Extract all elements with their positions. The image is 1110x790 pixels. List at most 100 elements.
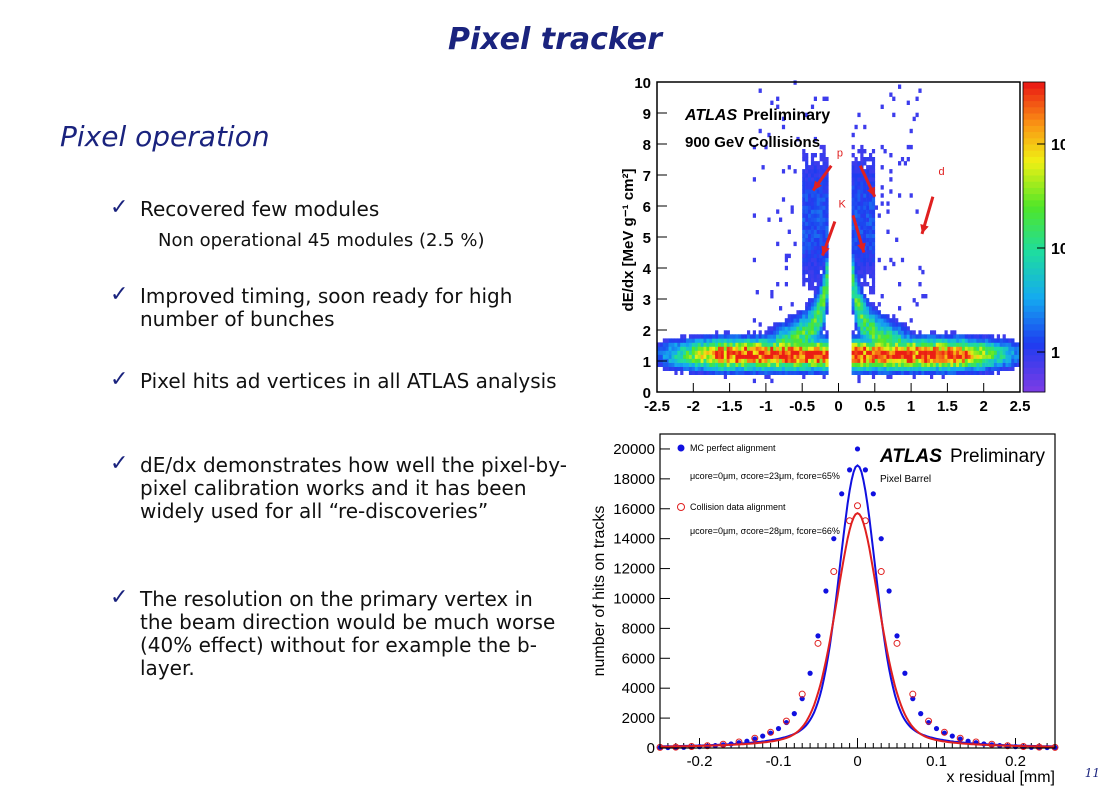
mc-point bbox=[878, 536, 884, 542]
mc-point bbox=[839, 491, 845, 497]
data-point bbox=[956, 734, 964, 742]
colorbar-step bbox=[1023, 286, 1045, 294]
bullet-text: dE/dx demonstrates how well the pixel-by… bbox=[140, 453, 567, 523]
colorbar-step bbox=[1023, 113, 1045, 120]
mc-point bbox=[949, 733, 955, 739]
bullet-item: ✓ Pixel hits ad vertices in all ATLAS an… bbox=[110, 367, 570, 393]
y-tick-label: 8000 bbox=[622, 620, 655, 637]
arrow-head bbox=[821, 245, 830, 256]
data-point bbox=[1019, 743, 1027, 751]
mc-point bbox=[854, 446, 861, 452]
plot-frame bbox=[659, 433, 1056, 749]
mc-point bbox=[957, 736, 963, 742]
colorbar-step bbox=[1023, 305, 1045, 312]
colorbar-step bbox=[1023, 330, 1045, 337]
y-tick-label: 10 bbox=[634, 75, 651, 92]
mc-point bbox=[807, 670, 813, 676]
bullet-text: The resolution on the primary vertex in … bbox=[140, 587, 556, 680]
y-tick-label: 20000 bbox=[613, 441, 655, 458]
data-point bbox=[846, 517, 854, 525]
colorbar-step bbox=[1023, 342, 1045, 350]
y-tick-label: 18000 bbox=[613, 471, 655, 488]
x-tick-label: 0.5 bbox=[864, 398, 885, 415]
mc-point bbox=[847, 467, 853, 473]
x-tick-label: 2.5 bbox=[1010, 398, 1031, 415]
data-point bbox=[688, 743, 696, 751]
data-point bbox=[877, 568, 885, 576]
mc-point bbox=[894, 633, 900, 639]
colorbar-step bbox=[1023, 94, 1045, 102]
page-number: 11 bbox=[1084, 766, 1100, 780]
legend-entry-mc: MC perfect alignment bbox=[690, 443, 776, 453]
energy-label: 900 GeV Collisions bbox=[685, 134, 820, 151]
mc-point bbox=[870, 491, 876, 497]
y-axis-label: dE/dx [MeV g⁻¹ cm²] bbox=[620, 169, 637, 312]
particle-label: d bbox=[939, 166, 945, 178]
arrow-head bbox=[867, 186, 875, 197]
colorbar-step bbox=[1023, 82, 1045, 89]
x-tick-label: 0.2 bbox=[1005, 753, 1026, 770]
colorbar-step bbox=[1023, 131, 1045, 139]
colorbar-step bbox=[1023, 268, 1045, 275]
bullet-item: ✓ Improved timing, soon ready for high n… bbox=[110, 282, 570, 331]
colorbar-step bbox=[1023, 348, 1045, 356]
colorbar-step bbox=[1023, 280, 1045, 288]
colorbar: 1 10 10² bbox=[1022, 81, 1065, 393]
data-point bbox=[767, 728, 775, 736]
colorbar-step bbox=[1023, 367, 1045, 374]
colorbar-step bbox=[1023, 162, 1045, 170]
colorbar-step bbox=[1023, 361, 1045, 368]
checkmark-icon: ✓ bbox=[110, 282, 129, 307]
colorbar-step bbox=[1023, 317, 1045, 325]
y-tick-label: 14000 bbox=[613, 531, 655, 548]
colorbar-step bbox=[1023, 199, 1045, 207]
mc-point bbox=[933, 725, 940, 732]
y-tick-label: 6 bbox=[643, 199, 651, 216]
bullet-item: ✓ Recovered few modules bbox=[110, 195, 570, 221]
colorbar-step bbox=[1023, 336, 1045, 343]
x-tick-label: -0.1 bbox=[766, 753, 792, 770]
x-tick-label: -0.2 bbox=[687, 753, 713, 770]
particle-label: p bbox=[837, 147, 843, 159]
atlas-label: ATLAS bbox=[684, 107, 737, 124]
bullet-subtext: Non operational 45 modules (2.5 %) bbox=[158, 230, 485, 251]
dedx-heatmap-chart: -2.5 -2 -1.5 -1 -0.5 0 0.5 1 1.5 2 2.5 0 1 2 3 4 5 6 7 8 9 10… bbox=[605, 70, 1065, 420]
data-point bbox=[925, 717, 933, 725]
legend-stats-data: μcore=0μm, σcore=28μm, fcore=66% bbox=[690, 526, 840, 536]
mc-point bbox=[752, 736, 758, 742]
x-tick-label: 0 bbox=[834, 398, 842, 415]
data-point bbox=[830, 568, 838, 576]
x-residual-chart: 0 2000 4000 6000 8000 10000 12000 14000 16000 180… bbox=[588, 428, 1068, 790]
data-point bbox=[861, 517, 869, 525]
mc-point bbox=[965, 738, 971, 744]
colorbar-step bbox=[1023, 144, 1045, 151]
checkmark-icon: ✓ bbox=[110, 367, 129, 392]
legend-marker-data bbox=[677, 503, 685, 511]
y-tick-label: 8 bbox=[643, 137, 651, 154]
y-tick-label: 6000 bbox=[622, 650, 655, 667]
y-tick-label: 7 bbox=[643, 168, 651, 185]
data-point bbox=[909, 690, 917, 698]
bullet-item: ✓ The resolution on the primary vertex i… bbox=[110, 586, 570, 680]
mc-point bbox=[775, 725, 782, 732]
y-tick-label: 12000 bbox=[613, 561, 655, 578]
mc-point bbox=[744, 738, 750, 744]
colorbar-step bbox=[1023, 88, 1045, 95]
colorbar-step bbox=[1023, 379, 1045, 387]
mc-point bbox=[815, 633, 821, 639]
data-point bbox=[972, 738, 980, 746]
section-subtitle: Pixel operation bbox=[60, 120, 270, 153]
checkmark-icon: ✓ bbox=[110, 451, 129, 476]
colorbar-step bbox=[1023, 137, 1045, 145]
checkmark-icon: ✓ bbox=[110, 195, 129, 220]
data-point bbox=[854, 502, 861, 510]
x-tick-label: -2.5 bbox=[644, 398, 670, 415]
colorbar-step bbox=[1023, 323, 1045, 331]
legend-marker-mc bbox=[677, 444, 685, 452]
colorbar-step bbox=[1023, 193, 1045, 201]
mc-point bbox=[862, 467, 868, 473]
colorbar-step bbox=[1023, 119, 1045, 126]
data-point bbox=[735, 738, 743, 746]
colorbar-step bbox=[1023, 175, 1045, 182]
legend: MC perfect alignment μcore=0μm, σcore=23… bbox=[677, 443, 840, 536]
